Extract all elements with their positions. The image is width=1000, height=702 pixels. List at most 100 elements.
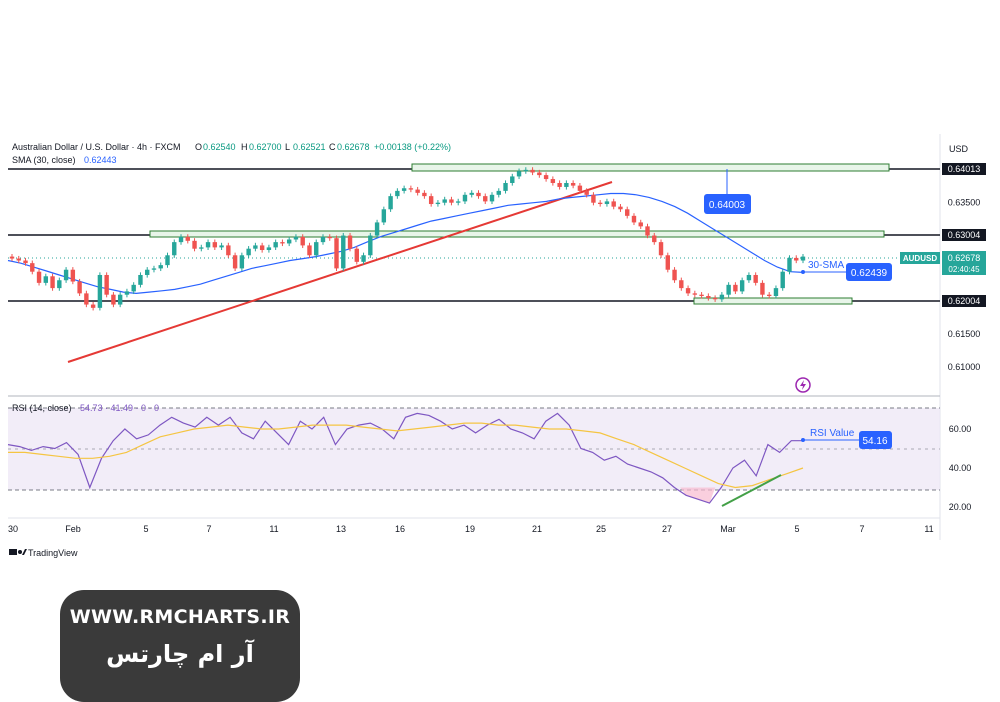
level-badge-62004	[942, 295, 986, 307]
rsi-tick-label: 20.00	[949, 502, 972, 512]
last-price-text: 0.62678	[948, 253, 981, 263]
candle-body	[665, 255, 670, 270]
candle-body	[449, 199, 454, 203]
candle-body	[523, 169, 529, 172]
candle-body	[395, 190, 400, 197]
rsi-legend-label: RSI (14, close)	[12, 403, 72, 413]
candle-body	[388, 196, 393, 210]
price-tick-label: 0.61500	[948, 329, 981, 339]
candle-body	[361, 255, 366, 262]
candle-body	[347, 235, 353, 249]
candle-body	[469, 192, 474, 195]
candle-body	[760, 282, 765, 295]
candle-body	[638, 222, 643, 227]
time-tick-label: 16	[395, 524, 405, 534]
candle-body	[408, 188, 414, 190]
price-chart[interactable]: 0.64003 30-SMA 0.62439 RSI Value 54.16 A…	[0, 0, 1000, 580]
candle-body	[84, 293, 89, 305]
candle-body	[584, 190, 589, 195]
rsi-callout[interactable]	[859, 431, 892, 449]
candle-body	[280, 242, 285, 244]
candle-body	[428, 196, 434, 205]
candle-body	[151, 268, 157, 270]
time-tick-label: Mar	[720, 524, 736, 534]
time-tick-label: 11	[924, 524, 933, 534]
high-label: H	[241, 142, 248, 152]
candle-body	[90, 304, 96, 308]
rsi-tick-label: 40.00	[949, 463, 972, 473]
sma-layer	[7, 192, 804, 295]
candle-body	[320, 236, 326, 243]
time-axis[interactable]: 30 Feb 5 7 11 13 16 19 21 25 27 Mar 5 7 11	[8, 524, 934, 534]
level-badge-63004-text: 0.63004	[948, 230, 981, 240]
resistance-zone-top[interactable]	[411, 163, 890, 172]
candle-body	[543, 175, 549, 180]
sma-callout[interactable]	[846, 263, 892, 281]
candle-body	[415, 189, 420, 193]
tradingview-logo-icon	[9, 549, 27, 555]
lightning-icon[interactable]	[795, 377, 811, 393]
candle-body	[205, 242, 211, 248]
candle-body	[368, 235, 373, 256]
ascending-trendline[interactable]	[67, 181, 613, 363]
time-tick-label: 7	[859, 524, 864, 534]
candle-body	[733, 284, 738, 292]
sma-line	[7, 192, 804, 295]
candle-body	[746, 274, 752, 281]
candle-body	[773, 288, 779, 297]
candle-body	[50, 276, 55, 289]
candle-body	[631, 215, 637, 223]
main-pane[interactable]	[8, 134, 940, 396]
candle-body	[462, 194, 468, 202]
time-tick-label: 5	[794, 524, 799, 534]
candle-body	[63, 269, 69, 281]
candle-body	[726, 284, 731, 295]
rsi-legend-values: 54.73 · 41.49 · 0 · 0	[80, 403, 159, 413]
rsi-axis[interactable]: 60.00 40.00 20.00	[949, 424, 972, 512]
rsi-callout-dot	[801, 438, 805, 442]
candle-body	[442, 199, 447, 203]
candle-body	[293, 236, 299, 240]
candle-body	[172, 242, 177, 256]
candle-body	[43, 276, 49, 283]
candle-body	[712, 297, 718, 300]
rsi-line	[7, 412, 803, 504]
support-zone[interactable]	[693, 297, 853, 305]
price-axis[interactable]: 0.63500 0.61500 0.61000	[948, 198, 981, 372]
candle-body	[557, 182, 562, 187]
sma-callout-text: 0.62439	[851, 268, 888, 279]
candle-body	[780, 271, 785, 289]
candle-body	[178, 236, 184, 243]
resistance-zone-mid[interactable]	[149, 230, 885, 238]
resistance-callout[interactable]	[704, 194, 751, 214]
close-label: C	[329, 142, 336, 152]
price-tick-label: 0.61000	[948, 362, 981, 372]
rsi-divergence-line[interactable]	[721, 474, 782, 507]
candle-body	[577, 185, 583, 191]
candle-body	[117, 294, 123, 305]
candle-body	[699, 294, 704, 297]
candle-body	[476, 192, 481, 197]
candle-body	[165, 255, 170, 266]
candle-body	[314, 242, 319, 256]
candle-body	[111, 294, 116, 305]
candle-body	[374, 222, 380, 236]
sma-callout-dot	[801, 270, 805, 274]
lightning-bolt-glyph	[800, 380, 806, 390]
resistance-callout-text: 0.64003	[709, 200, 746, 211]
candle-body	[185, 236, 190, 241]
candle-body	[719, 294, 725, 300]
close-value: 0.62678	[337, 142, 370, 152]
candle-body	[97, 274, 103, 308]
candle-body	[131, 284, 136, 292]
candle-body	[516, 171, 522, 177]
candle-body	[300, 236, 305, 246]
time-tick-label: 30	[8, 524, 18, 534]
candle-body	[570, 182, 576, 186]
candle-body	[422, 192, 427, 197]
candle-body	[766, 294, 772, 297]
candle-body	[618, 206, 623, 210]
candle-body	[9, 256, 15, 259]
candle-body	[597, 202, 603, 205]
price-tick-label: 0.63500	[948, 198, 981, 208]
